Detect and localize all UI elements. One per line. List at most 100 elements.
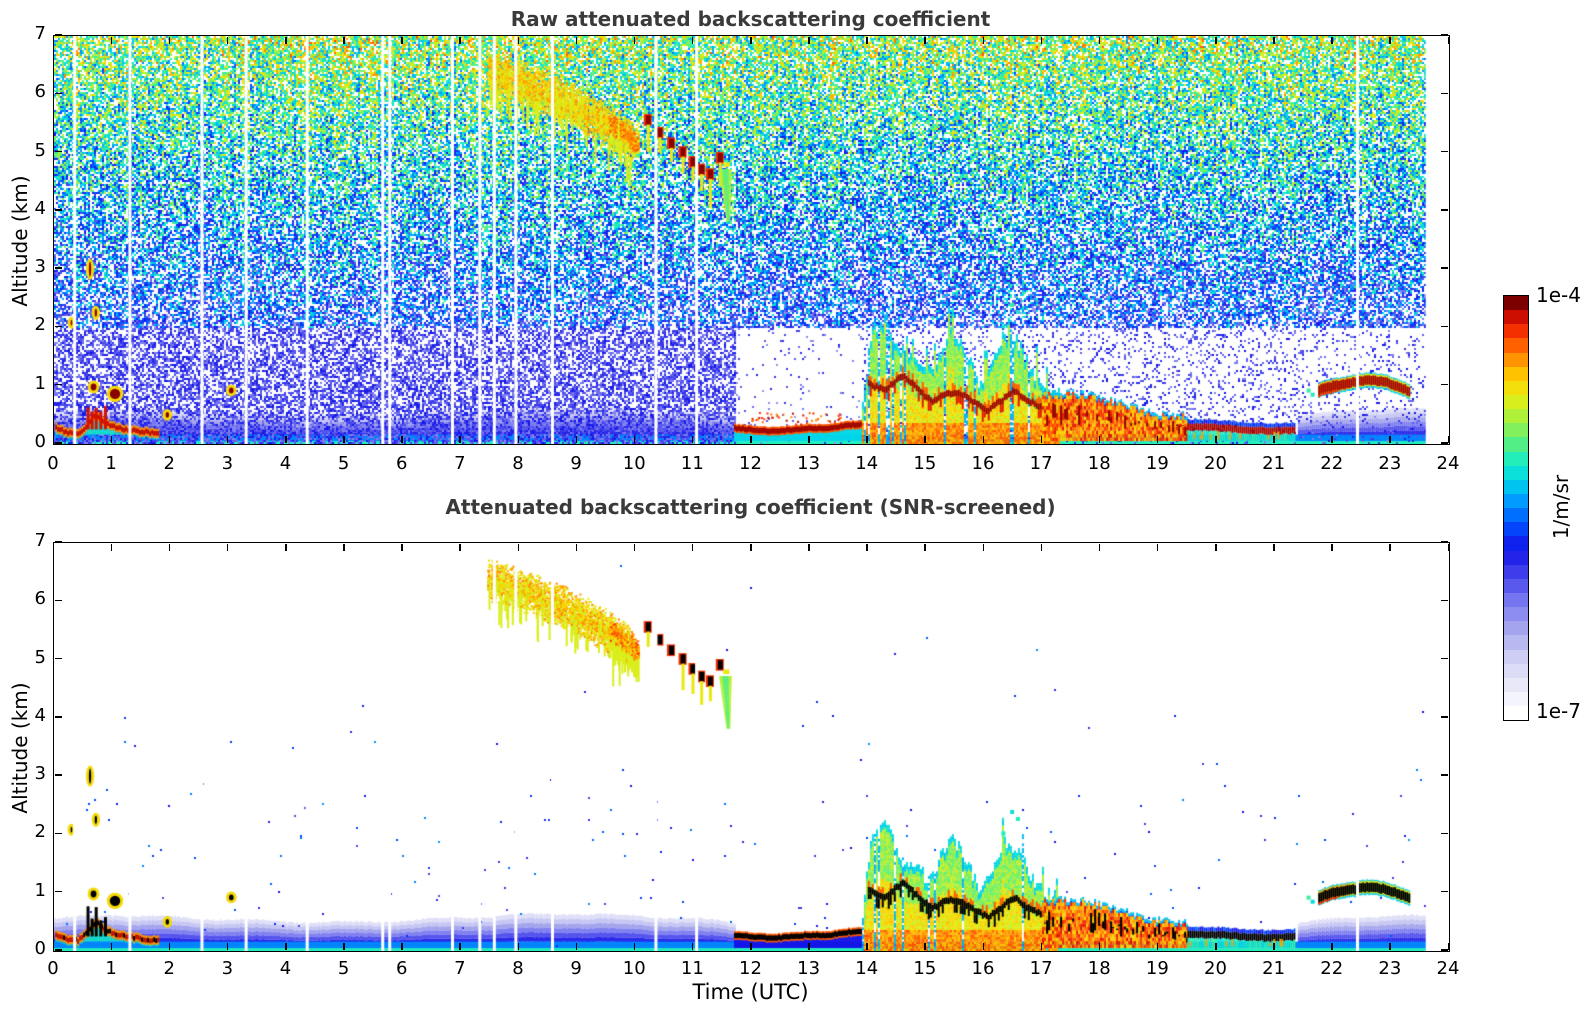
x-tick-label: 23 [1378, 958, 1402, 979]
x-tick-label: 1 [105, 453, 117, 474]
x-tick-label: 24 [1436, 958, 1460, 979]
y-tick [1441, 267, 1448, 269]
y-tick [54, 949, 62, 951]
x-tick-label: 16 [971, 453, 995, 474]
colorbar-segment [1504, 423, 1528, 438]
x-tick [633, 543, 636, 551]
y-tick [54, 34, 62, 36]
x-tick [459, 436, 461, 443]
x-tick-label: 4 [279, 958, 292, 979]
x-tick [1098, 36, 1101, 44]
x-tick-label: 14 [855, 958, 879, 979]
x-tick [110, 943, 113, 950]
x-tick-label: 19 [1145, 453, 1169, 474]
x-tick [343, 36, 345, 44]
x-tick-label: 10 [622, 958, 646, 979]
colorbar-min-label: 1e-7 [1536, 699, 1581, 723]
x-tick [982, 436, 984, 443]
colorbar-segment [1504, 465, 1528, 480]
x-tick [1331, 36, 1333, 44]
colorbar-segment [1504, 479, 1528, 494]
colorbar-unit-label: 1/m/sr [1549, 474, 1573, 540]
x-tick [1098, 943, 1101, 950]
y-tick [54, 325, 62, 328]
y-tick [54, 150, 62, 153]
screened-panel-plot-area [53, 542, 1450, 952]
x-tick [691, 436, 694, 443]
x-tick-label: 17 [1029, 958, 1053, 979]
x-tick [226, 943, 229, 950]
colorbar-segment [1504, 310, 1528, 325]
y-tick [54, 890, 62, 893]
x-tick [1389, 543, 1391, 551]
x-tick-label: 19 [1145, 958, 1169, 979]
x-tick [1273, 436, 1275, 443]
x-tick [1156, 436, 1159, 443]
x-tick-label: 11 [680, 453, 704, 474]
x-tick-label: 12 [739, 958, 762, 979]
colorbar-segment [1504, 522, 1528, 537]
x-tick [517, 943, 519, 950]
x-tick [808, 543, 810, 551]
colorbar-segment [1504, 550, 1528, 565]
x-tick [1273, 943, 1275, 950]
y-tick [1441, 150, 1448, 153]
x-tick [1447, 36, 1449, 44]
x-tick-label: 20 [1204, 958, 1227, 979]
colorbar-segment [1504, 324, 1528, 339]
x-tick-label: 13 [797, 958, 821, 979]
x-tick [750, 543, 752, 551]
x-tick [110, 543, 113, 551]
x-tick [226, 543, 229, 551]
x-tick [866, 543, 868, 551]
x-tick [575, 943, 578, 950]
colorbar-segment [1504, 409, 1528, 424]
y-tick [54, 209, 62, 211]
x-tick [401, 436, 403, 443]
x-tick [1040, 36, 1043, 44]
x-tick [1447, 543, 1449, 551]
x-tick-label: 14 [855, 453, 879, 474]
x-tick-label: 4 [279, 453, 292, 474]
colorbar-segment [1504, 536, 1528, 551]
x-tick [982, 943, 984, 950]
x-tick [866, 436, 868, 443]
y-tick [1441, 716, 1448, 718]
x-tick-label: 9 [570, 958, 582, 979]
x-tick [750, 36, 752, 44]
x-tick-label: 18 [1087, 453, 1111, 474]
colorbar-segment [1504, 366, 1528, 381]
colorbar-segment [1504, 394, 1528, 410]
colorbar-segment [1504, 691, 1528, 707]
x-tick [459, 943, 461, 950]
y-tick-label: 6 [34, 81, 46, 103]
x-tick [168, 943, 171, 950]
y-tick [1441, 949, 1448, 951]
x-tick [1040, 436, 1043, 443]
y-tick [54, 599, 62, 602]
x-tick [924, 943, 926, 950]
y-tick [1441, 774, 1448, 776]
x-tick [808, 436, 810, 443]
colorbar-segment [1504, 578, 1528, 593]
y-tick [1441, 832, 1448, 835]
x-tick [924, 436, 926, 443]
x-tick [1156, 543, 1159, 551]
x-tick [52, 436, 54, 443]
x-tick [1447, 943, 1449, 950]
x-tick [808, 36, 810, 44]
x-tick [1273, 36, 1275, 44]
x-tick [633, 36, 636, 44]
colorbar-segment [1504, 338, 1528, 353]
colorbar-segment [1504, 437, 1528, 452]
colorbar-segment [1504, 451, 1528, 466]
x-tick [1156, 943, 1159, 950]
x-tick [168, 543, 171, 551]
x-tick-label: 11 [680, 958, 704, 979]
y-tick [54, 442, 62, 444]
y-tick-label: 2 [34, 314, 46, 336]
x-tick [1098, 543, 1101, 551]
x-axis-label: Time (UTC) [692, 980, 809, 1004]
y-tick-label: 7 [34, 23, 46, 44]
y-tick [54, 541, 62, 543]
